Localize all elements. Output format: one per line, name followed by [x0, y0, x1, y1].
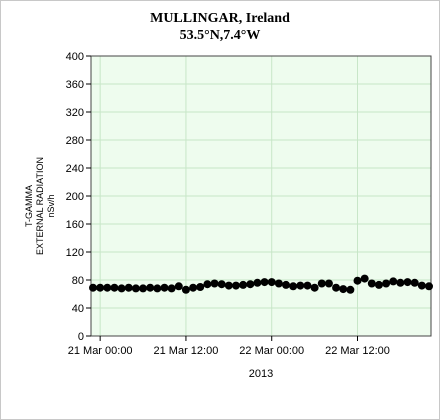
data-point	[196, 283, 205, 291]
y-tick-label: 280	[66, 135, 84, 147]
data-point	[282, 280, 291, 289]
data-point	[160, 283, 169, 292]
data-point	[274, 279, 283, 288]
data-point	[110, 283, 119, 292]
data-point	[332, 283, 341, 292]
data-point	[389, 277, 398, 286]
y-tick-label: 320	[66, 107, 84, 119]
data-point	[425, 282, 433, 291]
chart-subtitle: 53.5°N,7.4°W	[179, 28, 261, 43]
data-point	[267, 278, 276, 287]
y-tick-label: 80	[72, 275, 84, 287]
data-point	[203, 280, 212, 289]
data-point	[181, 285, 190, 294]
data-point	[360, 274, 369, 283]
data-point	[317, 279, 326, 288]
data-point	[117, 284, 126, 293]
data-point	[239, 280, 248, 289]
data-point	[339, 285, 348, 294]
data-point	[310, 283, 319, 292]
x-tick-label: 21 Mar 12:00	[154, 345, 219, 357]
data-point	[131, 284, 140, 293]
data-point	[374, 280, 383, 289]
data-point	[367, 279, 376, 288]
y-tick-label: 240	[66, 163, 84, 175]
y-axis-label: T-GAMMAEXTERNAL RADIATIONnSv/h	[24, 157, 56, 255]
data-point	[410, 278, 419, 287]
x-axis-ticks: 21 Mar 00:00 21 Mar 12:00 22 Mar 00:00 22 M…	[68, 336, 390, 357]
data-point	[224, 281, 233, 290]
data-point	[89, 283, 97, 292]
data-point	[174, 282, 183, 291]
y-tick-label: 0	[78, 331, 84, 343]
data-point	[346, 285, 355, 294]
y-tick-label: 160	[66, 219, 84, 231]
data-point	[167, 284, 176, 293]
data-point	[417, 281, 426, 290]
data-point	[289, 282, 298, 291]
y-tick-label: 200	[66, 191, 84, 203]
data-point	[296, 281, 305, 290]
data-point	[124, 283, 133, 292]
data-point	[210, 279, 219, 288]
data-point	[96, 283, 105, 292]
y-tick-label: 360	[66, 79, 84, 91]
data-point	[189, 283, 198, 292]
x-tick-label: 21 Mar 00:00	[68, 345, 133, 357]
y-tick-label: 40	[72, 303, 84, 315]
data-point	[253, 278, 262, 287]
grid-lines	[91, 55, 431, 336]
chart-title-block: MULLINGAR, Ireland 53.5°N,7.4°W	[0, 10, 440, 44]
data-point	[231, 281, 240, 290]
data-point	[139, 284, 148, 293]
data-points	[89, 274, 433, 294]
data-point	[353, 276, 362, 285]
data-point	[260, 278, 269, 287]
y-tick-label: 120	[66, 247, 84, 259]
data-point	[396, 278, 405, 287]
data-point	[246, 280, 255, 289]
y-axis-ticks: 0 40 80 120 160 200 240 280 320 360 400	[66, 51, 91, 343]
data-point	[146, 283, 155, 292]
x-tick-label: 22 Mar 12:00	[325, 345, 390, 357]
data-point	[103, 283, 112, 292]
y-tick-label: 400	[66, 51, 84, 63]
data-point	[324, 279, 333, 288]
data-point	[153, 284, 162, 293]
data-point	[382, 279, 391, 288]
data-point	[217, 280, 226, 289]
x-tick-label: 22 Mar 00:00	[239, 345, 304, 357]
x-axis-label: 2013	[249, 368, 273, 380]
data-point	[303, 281, 312, 290]
data-point	[403, 278, 412, 287]
chart-title: MULLINGAR, Ireland	[150, 11, 290, 26]
